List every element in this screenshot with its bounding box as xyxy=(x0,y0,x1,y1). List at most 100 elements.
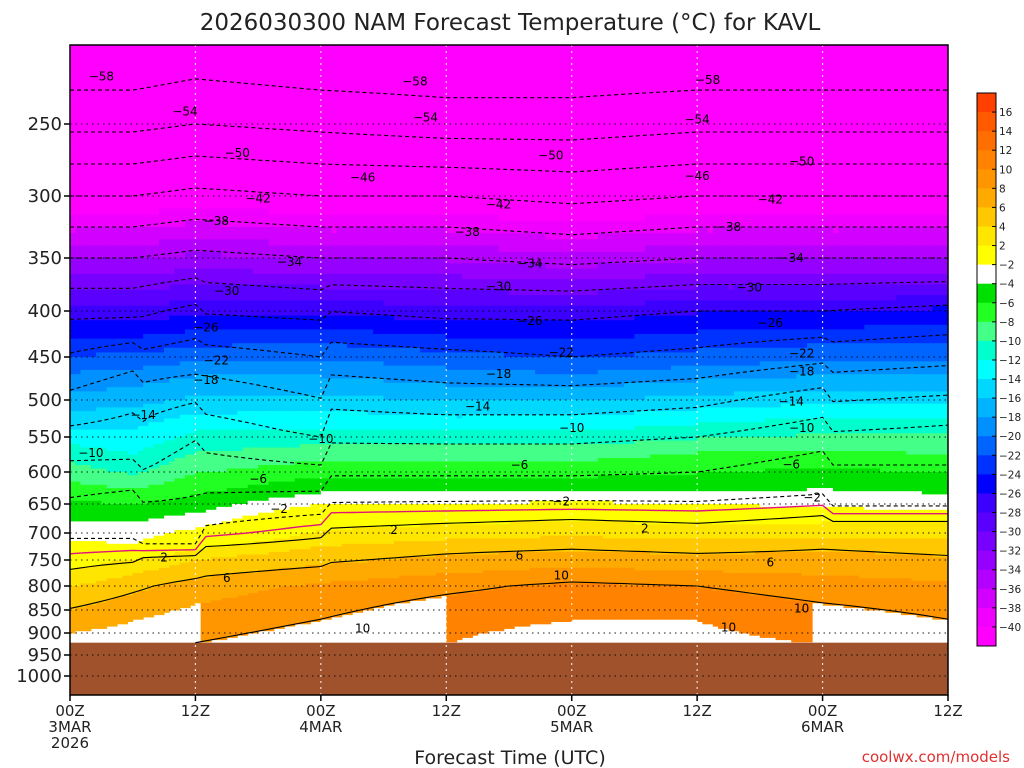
field-cell xyxy=(509,400,515,416)
field-cell xyxy=(885,418,892,434)
plot-border xyxy=(69,44,949,696)
field-cell xyxy=(634,315,641,335)
field-cell xyxy=(378,414,385,431)
field-cell xyxy=(404,478,411,492)
field-cell xyxy=(864,258,871,275)
field-cell xyxy=(681,475,688,492)
field-cell xyxy=(85,369,92,392)
field-cell xyxy=(117,45,123,216)
field-cell xyxy=(451,387,458,401)
field-cell xyxy=(623,521,630,539)
field-cell xyxy=(895,311,902,326)
field-cell xyxy=(90,305,97,321)
field-cell xyxy=(796,258,803,275)
field-cell xyxy=(723,300,729,312)
field-cell xyxy=(843,258,850,275)
field-cell xyxy=(519,504,526,522)
field-cell xyxy=(707,504,714,525)
field-cell xyxy=(921,295,928,312)
field-cell xyxy=(164,289,170,307)
field-cell xyxy=(482,590,489,634)
field-cell xyxy=(96,245,102,259)
field-cell xyxy=(252,208,259,228)
field-cell xyxy=(765,378,771,392)
field-cell xyxy=(70,570,76,587)
field-cell xyxy=(942,418,949,434)
field-cell xyxy=(388,444,395,462)
field-cell xyxy=(200,300,207,317)
field-cell xyxy=(780,245,787,259)
field-cell xyxy=(498,338,505,353)
field-cell xyxy=(394,527,400,542)
field-cell xyxy=(566,320,573,340)
field-cell xyxy=(895,273,902,285)
field-cell xyxy=(226,506,233,522)
field-cell xyxy=(226,347,233,362)
field-cell xyxy=(561,357,567,375)
field-cell xyxy=(430,245,437,259)
field-cell xyxy=(294,447,301,462)
field-cell xyxy=(169,583,176,611)
field-cell xyxy=(388,315,395,335)
field-cell xyxy=(733,422,740,438)
field-cell xyxy=(467,554,473,574)
field-cell xyxy=(665,214,672,234)
field-cell xyxy=(817,374,824,392)
field-cell xyxy=(869,324,876,344)
field-cell xyxy=(874,468,881,492)
field-cell xyxy=(618,458,625,476)
field-cell xyxy=(650,245,656,264)
contour-label: −58 xyxy=(695,73,720,87)
field-cell xyxy=(900,472,907,492)
field-cell xyxy=(550,320,557,340)
field-cell xyxy=(341,273,348,291)
field-cell xyxy=(341,245,348,259)
field-cell xyxy=(691,425,698,441)
field-cell xyxy=(106,543,113,564)
field-cell xyxy=(482,352,489,371)
field-cell xyxy=(284,343,290,362)
field-cell xyxy=(221,521,228,547)
field-cell xyxy=(179,458,186,479)
field-cell xyxy=(357,315,364,330)
field-cell xyxy=(880,521,886,539)
field-cell xyxy=(927,554,933,582)
field-cell xyxy=(268,227,275,247)
field-cell xyxy=(326,214,332,228)
field-cell xyxy=(817,45,824,216)
field-cell xyxy=(833,391,839,405)
field-cell xyxy=(545,491,552,502)
field-cell xyxy=(895,284,902,296)
field-cell xyxy=(916,295,923,312)
field-cell xyxy=(676,334,682,353)
field-cell xyxy=(853,551,860,577)
field-cell xyxy=(859,214,865,228)
field-cell xyxy=(535,461,541,479)
field-cell xyxy=(937,521,944,539)
field-cell xyxy=(472,369,479,388)
field-cell xyxy=(509,521,515,539)
field-cell xyxy=(268,588,275,632)
field-cell xyxy=(362,273,369,291)
field-cell xyxy=(294,549,301,569)
field-cell xyxy=(540,444,547,462)
field-cell xyxy=(859,311,865,330)
field-cell xyxy=(524,233,531,253)
field-cell xyxy=(352,527,358,545)
field-cell xyxy=(211,374,217,397)
field-cell xyxy=(326,329,332,344)
field-cell xyxy=(671,425,677,441)
field-cell xyxy=(414,289,421,307)
field-cell xyxy=(524,295,531,307)
field-cell xyxy=(671,570,677,587)
field-cell xyxy=(137,245,144,259)
field-cell xyxy=(200,494,207,514)
field-cell xyxy=(122,338,128,353)
field-cell xyxy=(394,541,400,561)
field-cell xyxy=(498,305,505,321)
field-cell xyxy=(117,320,123,340)
field-cell xyxy=(362,347,369,362)
field-cell xyxy=(791,214,797,228)
field-cell xyxy=(691,300,698,317)
field-cell xyxy=(305,411,311,431)
